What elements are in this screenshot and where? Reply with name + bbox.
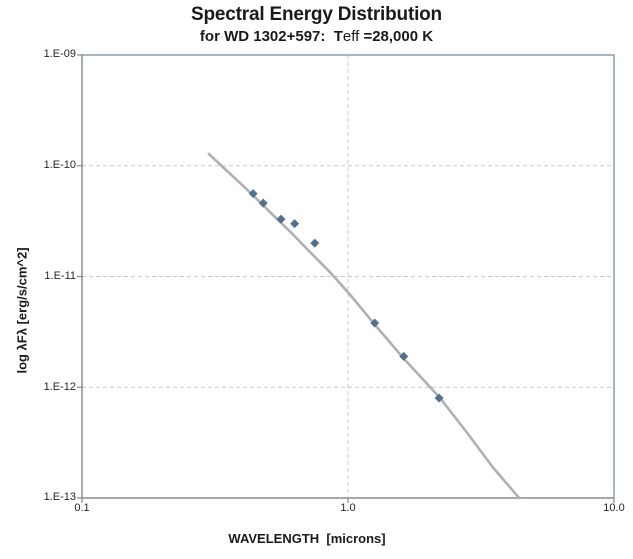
chart-title: Spectral Energy Distribution — [191, 4, 442, 25]
y-tick-label: 1.E-09 — [43, 48, 76, 60]
x-axis-title: WAVELENGTH [microns] — [228, 531, 386, 546]
chart-subtitle: for WD 1302+597: Teff =28,000 K — [0, 28, 633, 45]
x-tick-label: 1.0 — [340, 502, 356, 514]
x-tick-label: 10.0 — [603, 502, 625, 514]
subtitle-eff: eff — [342, 28, 360, 45]
subtitle-post: =28,000 K — [359, 28, 434, 45]
y-tick-label: 1.E-12 — [43, 381, 76, 393]
subtitle-pre: for WD 1302+597: T — [199, 28, 343, 45]
y-tick-label: 1.E-11 — [44, 270, 76, 282]
x-tick-label: 0.1 — [74, 502, 90, 514]
y-tick-label: 1.E-13 — [43, 491, 76, 503]
y-tick-label: 1.E-10 — [43, 159, 76, 171]
